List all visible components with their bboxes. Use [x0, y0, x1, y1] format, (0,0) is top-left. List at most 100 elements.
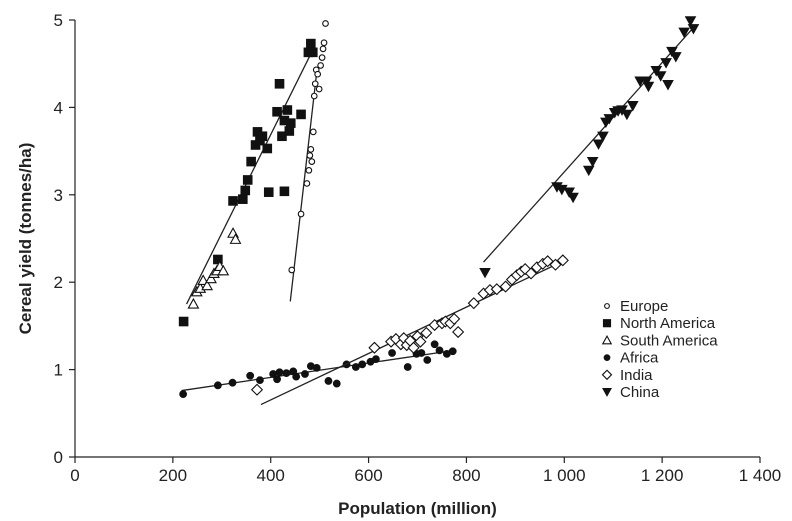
- point-north-america: [242, 175, 253, 185]
- x-tick-label: 600: [354, 466, 382, 485]
- point-india: [499, 280, 512, 293]
- point-india: [250, 383, 264, 396]
- point-north-america: [238, 194, 248, 204]
- x-tick-label: 1 000: [543, 466, 586, 485]
- point-india: [448, 312, 461, 325]
- point-china: [626, 101, 639, 112]
- point-china: [670, 52, 682, 63]
- point-china: [597, 131, 609, 143]
- point-europe: [311, 80, 319, 88]
- point-north-america: [213, 254, 223, 265]
- point-china: [592, 139, 605, 150]
- point-europe: [322, 20, 329, 27]
- x-tick-label: 200: [159, 466, 187, 485]
- legend-item-india: India: [601, 367, 653, 384]
- y-tick-label: 0: [54, 448, 63, 467]
- legend-item-africa: Africa: [603, 350, 659, 367]
- legend-label: Europe: [620, 298, 668, 315]
- point-africa: [324, 377, 333, 385]
- trendline-europe: [289, 67, 318, 302]
- point-africa: [403, 363, 412, 371]
- legend-marker-north-america: [602, 319, 612, 328]
- y-tick-label: 5: [54, 11, 63, 30]
- point-india: [556, 254, 569, 267]
- point-india: [524, 267, 538, 280]
- y-tick-label: 1: [54, 361, 63, 380]
- point-europe: [308, 158, 316, 165]
- point-china: [567, 192, 579, 204]
- point-africa: [430, 340, 439, 349]
- series-north-america: [178, 38, 318, 327]
- y-tick-label: 2: [54, 273, 63, 292]
- point-africa: [273, 375, 281, 384]
- legend-item-china: China: [602, 384, 660, 401]
- point-north-america: [178, 316, 189, 327]
- point-china: [687, 24, 700, 35]
- legend-label: South America: [620, 332, 718, 349]
- point-europe: [314, 70, 322, 78]
- point-china: [586, 156, 599, 168]
- point-africa: [213, 381, 222, 390]
- point-india: [414, 335, 427, 348]
- point-africa: [332, 379, 341, 388]
- point-north-america: [307, 47, 318, 58]
- point-north-america: [274, 79, 285, 89]
- x-tick-label: 1 200: [641, 466, 684, 485]
- point-china: [642, 81, 655, 93]
- y-ticks: 0 1 2 3 4 5: [54, 11, 75, 467]
- y-tick-label: 3: [54, 186, 63, 205]
- point-china: [662, 80, 674, 91]
- x-tick-label: 1 400: [739, 466, 782, 485]
- point-africa: [435, 346, 444, 355]
- point-north-america: [282, 105, 293, 115]
- point-europe: [303, 180, 311, 187]
- legend-label: China: [620, 384, 660, 401]
- x-axis-title: Population (million): [338, 499, 497, 518]
- legend-marker-africa: [603, 354, 611, 361]
- point-europe: [309, 128, 317, 136]
- x-ticks: 0 200 400 600 800 1 000 1 200 1 400: [70, 457, 781, 485]
- point-china: [556, 184, 568, 196]
- x-tick-label: 800: [452, 466, 480, 485]
- legend-marker-china: [602, 388, 612, 397]
- point-india: [467, 297, 480, 310]
- point-north-america: [252, 127, 263, 137]
- point-north-america: [306, 38, 316, 49]
- point-china: [603, 114, 616, 125]
- x-tick-label: 0: [70, 466, 79, 485]
- point-north-america: [263, 187, 274, 197]
- point-north-america: [279, 115, 290, 126]
- point-africa: [388, 349, 396, 357]
- point-europe: [315, 85, 323, 93]
- point-china: [479, 267, 491, 279]
- point-europe: [317, 62, 324, 69]
- series-south-america: [187, 227, 242, 309]
- point-china: [684, 16, 697, 27]
- series-india: [250, 254, 569, 406]
- trendline-china: [483, 23, 697, 263]
- point-europe: [297, 210, 305, 218]
- point-africa: [358, 360, 367, 369]
- legend-marker-india: [601, 369, 613, 381]
- legend-item-europe: Europe: [604, 298, 668, 315]
- point-europe: [288, 266, 296, 274]
- legend-marker-south-america: [601, 335, 613, 345]
- point-south-america: [229, 233, 242, 244]
- point-europe: [310, 92, 318, 100]
- point-south-america: [205, 272, 217, 284]
- point-south-america: [201, 279, 214, 291]
- point-north-america: [284, 126, 295, 136]
- point-china: [650, 66, 663, 77]
- point-north-america: [277, 131, 287, 142]
- point-europe: [306, 152, 314, 159]
- point-africa: [423, 356, 432, 364]
- legend-item-south-america: South America: [601, 332, 718, 349]
- point-north-america: [272, 106, 282, 117]
- point-india: [368, 341, 381, 354]
- axes: 0 200 400 600 800 1 000 1 200 1 400 0 1 2 3 4 5 Popu…: [16, 11, 781, 518]
- point-india: [420, 326, 433, 339]
- point-south-america: [217, 264, 230, 276]
- point-north-america: [296, 109, 306, 120]
- legend-label: Africa: [620, 350, 659, 367]
